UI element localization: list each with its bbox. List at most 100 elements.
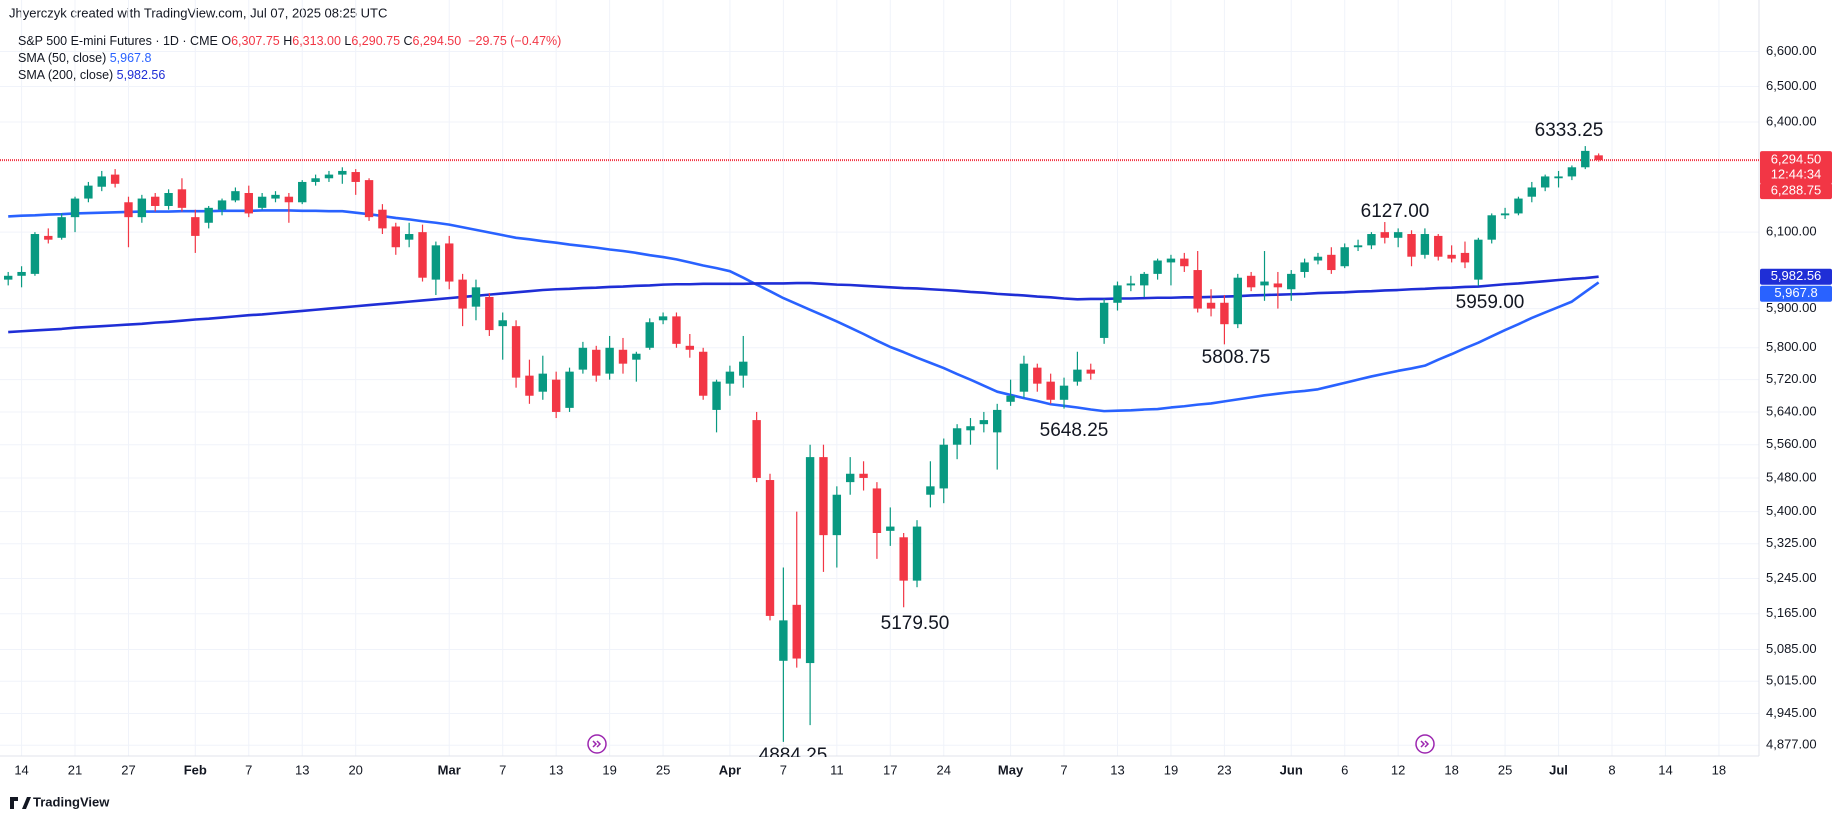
candle-body [244, 193, 253, 214]
ohlc-key: L [344, 34, 352, 48]
x-tick-label: 13 [549, 762, 563, 777]
x-tick-label: 23 [1217, 762, 1231, 777]
candle-body [792, 604, 801, 659]
candle-body [1019, 363, 1029, 392]
candle-body [698, 351, 708, 396]
sma-legend-row: SMA (50, close) 5,967.8 [18, 50, 561, 67]
sma-price-label: 5,982.56 [1771, 268, 1822, 283]
candle-body [1073, 369, 1082, 382]
x-tick-label: Jun [1280, 762, 1303, 777]
candle-body [1246, 275, 1256, 288]
candle-body [592, 349, 601, 376]
y-tick-label: 5,800.00 [1766, 339, 1817, 354]
last-price-label: 6,294.50 [1771, 152, 1822, 167]
candle-body [44, 235, 53, 240]
candle-body [725, 371, 735, 384]
candle-body [418, 232, 427, 278]
candle-body [298, 181, 307, 203]
sma-line [8, 209, 1600, 413]
candle-body [1260, 281, 1269, 286]
candle-body [1140, 273, 1149, 286]
ohlc-key: O [221, 34, 232, 48]
x-tick-label: 21 [68, 762, 82, 777]
candle-body [886, 526, 895, 531]
candle-body [1166, 258, 1176, 263]
candle-body [378, 209, 387, 229]
candle-body [485, 296, 494, 331]
candle-body [1313, 256, 1323, 261]
x-tick-label: 14 [1658, 762, 1672, 777]
y-tick-label: 5,900.00 [1766, 300, 1817, 315]
candle-body [1581, 150, 1590, 168]
x-tick-label: 18 [1712, 762, 1726, 777]
x-tick-label: Feb [184, 762, 207, 777]
series-value: 5,982.56 [116, 68, 166, 82]
candle-body [1474, 239, 1483, 280]
candle-body [1554, 176, 1563, 179]
x-tick-label: 12 [1391, 762, 1405, 777]
y-tick-label: 6,500.00 [1766, 78, 1817, 93]
y-tick-label: 6,400.00 [1766, 113, 1817, 128]
event-icon [1415, 734, 1435, 754]
event-icon [587, 734, 607, 754]
candle-body [645, 322, 654, 348]
annotation: 6127.00 [1361, 201, 1430, 222]
candle-body [97, 176, 106, 187]
candle-body [84, 185, 93, 199]
candle-body [926, 486, 935, 495]
candle-body [151, 196, 160, 206]
candle-body [632, 353, 641, 360]
candle-body [324, 174, 334, 179]
ohlc-value: 6,294.50 [412, 34, 462, 48]
candle-body [1367, 234, 1376, 246]
candle-body [672, 316, 681, 344]
price-label-box [1760, 183, 1832, 200]
candle-body [445, 243, 454, 282]
candle-body [351, 172, 360, 182]
y-tick-label: 5,015.00 [1766, 673, 1817, 688]
candle-body [231, 191, 240, 201]
price-label: 6,288.75 [1771, 183, 1822, 198]
candle-body [765, 480, 775, 616]
x-tick-label: 27 [121, 762, 135, 777]
candle-body [845, 473, 855, 483]
candle-body [1500, 213, 1510, 216]
candle-body [1126, 283, 1136, 286]
candle-body [191, 217, 200, 236]
candle-body [1300, 262, 1309, 272]
candle-body [578, 347, 588, 370]
y-tick-label: 5,085.00 [1766, 641, 1817, 656]
x-tick-label: 7 [245, 762, 252, 777]
x-tick-label: 18 [1444, 762, 1458, 777]
x-tick-label: 11 [830, 762, 844, 777]
sma-price-box [1760, 268, 1832, 285]
candle-body [899, 537, 908, 581]
annotation: 5179.50 [881, 613, 950, 634]
candle-body [979, 420, 989, 425]
candle-body [498, 320, 507, 327]
candle-body [1153, 260, 1162, 274]
last-price-box [1760, 151, 1832, 185]
candle-body [1447, 254, 1456, 259]
candle-body [1353, 245, 1363, 248]
candle-body [859, 473, 868, 478]
series-name: SMA (200, close) [18, 68, 114, 82]
x-tick-label: Apr [719, 762, 741, 777]
candle-body [511, 326, 521, 378]
symbol-title: S&P 500 E-mini Futures · 1D · CME [18, 34, 218, 48]
x-tick-label: 25 [656, 762, 670, 777]
candle-body [458, 279, 467, 309]
candle-body [1099, 302, 1109, 338]
ohlc-value: 6,290.75 [351, 34, 401, 48]
candle-body [993, 409, 1002, 433]
candle-body [17, 271, 26, 276]
candle-body [1460, 252, 1470, 263]
candle-body [1327, 254, 1336, 271]
x-tick-label: 19 [1164, 762, 1178, 777]
x-tick-label: 7 [780, 762, 787, 777]
candle-body [1594, 155, 1603, 161]
candle-body [1434, 235, 1443, 257]
candle-body [872, 488, 882, 533]
candle-body [1033, 367, 1042, 384]
